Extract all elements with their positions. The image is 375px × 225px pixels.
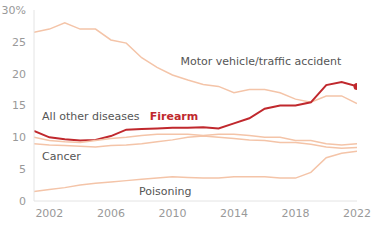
- svg-text:25: 25: [12, 36, 26, 49]
- svg-text:Motor vehicle/traffic accident: Motor vehicle/traffic accident: [181, 55, 343, 68]
- svg-text:2002: 2002: [35, 207, 63, 220]
- svg-text:Firearm: Firearm: [150, 110, 198, 123]
- svg-text:Poisoning: Poisoning: [139, 185, 191, 198]
- svg-text:30%: 30%: [8, 4, 26, 17]
- svg-text:20: 20: [12, 68, 26, 81]
- svg-text:2022: 2022: [343, 207, 367, 220]
- svg-text:2018: 2018: [281, 207, 309, 220]
- svg-text:2014: 2014: [220, 207, 248, 220]
- svg-text:5: 5: [19, 163, 26, 176]
- svg-text:2010: 2010: [158, 207, 186, 220]
- svg-text:10: 10: [12, 131, 26, 144]
- svg-text:Cancer: Cancer: [42, 150, 81, 163]
- svg-text:15: 15: [12, 99, 26, 112]
- svg-text:2006: 2006: [97, 207, 125, 220]
- svg-text:0: 0: [19, 195, 26, 208]
- svg-text:All other diseases: All other diseases: [42, 110, 140, 123]
